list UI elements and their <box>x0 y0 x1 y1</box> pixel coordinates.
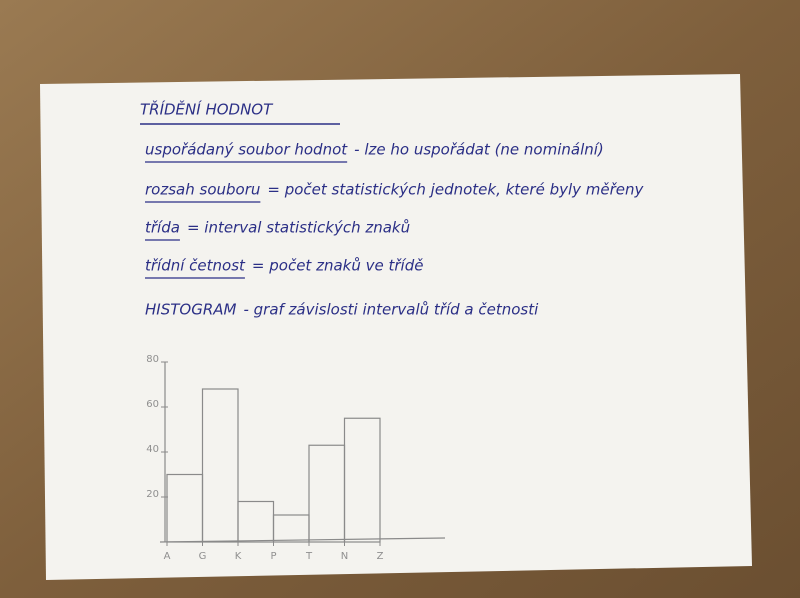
histogram: 20 40 60 80 A G K P T N Z <box>146 354 446 562</box>
note-term: rozsah souboru <box>145 181 260 199</box>
note-text: - graf závislosti intervalů tříd a četno… <box>243 301 539 319</box>
y-tick-label: 60 <box>146 399 159 410</box>
x-tick-label: G <box>199 551 207 562</box>
x-tick-label: N <box>341 551 348 562</box>
y-tick-label: 80 <box>146 354 159 365</box>
y-tick-label: 20 <box>146 489 159 500</box>
x-axis <box>159 537 446 543</box>
note-term: třídní četnost <box>145 257 246 275</box>
bar <box>343 417 381 543</box>
x-tick-label: K <box>235 551 242 562</box>
notes: TŘÍDĚNÍ HODNOT uspořádaný soubor hodnot -… <box>140 100 645 319</box>
note-term: HISTOGRAM <box>145 301 237 319</box>
x-tick-label: T <box>305 551 313 562</box>
note-text: = počet statistických jednotek, které by… <box>267 181 644 199</box>
note-term: uspořádaný soubor hodnot <box>145 141 348 159</box>
note-text: = interval statistických znaků <box>187 219 410 237</box>
x-tick-label: P <box>270 551 276 562</box>
paper <box>40 74 752 580</box>
x-tick-label: A <box>164 551 171 562</box>
title: TŘÍDĚNÍ HODNOT <box>140 100 274 119</box>
note-term: třída <box>145 219 180 237</box>
note-text: - lze ho uspořádat (ne nominální) <box>354 141 604 159</box>
y-tick-label: 40 <box>146 444 159 455</box>
x-tick-label: Z <box>377 551 384 562</box>
bar <box>201 388 239 543</box>
note-text: = počet znaků ve třídě <box>252 257 424 275</box>
